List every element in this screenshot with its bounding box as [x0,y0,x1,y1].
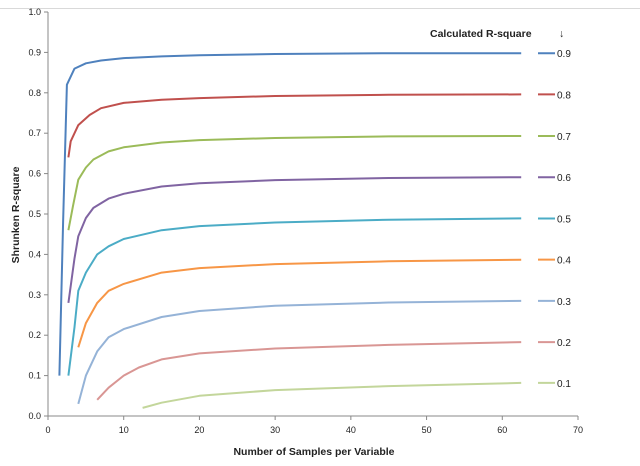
y-tick-label: 0.5 [28,209,41,219]
tick-labels: 0.0 0.1 0.2 0.3 0.4 0.5 0.6 0.7 0.8 0.9 1.0 0 10 20 30… [28,7,583,435]
series-line-0.3 [77,299,522,405]
y-tick-label: 1.0 [28,7,41,17]
series-line-0.5 [67,217,522,376]
series-line-0.2 [96,341,522,401]
x-tick-label: 40 [346,425,356,435]
legend-label-0.4: 0.4 [557,256,571,267]
x-axis-title: Number of Samples per Variable [233,446,394,458]
x-tick-label: 10 [119,425,129,435]
legend-label-0.2: 0.2 [557,338,571,349]
series-line-0.4 [77,258,522,348]
series-line-0.9 [58,52,522,376]
series-line-0.1 [142,381,522,409]
legend-label-0.5: 0.5 [557,214,571,225]
series-line-0.6 [67,176,522,304]
legend-label-0.6: 0.6 [557,173,571,184]
y-tick-label: 0.2 [28,330,41,340]
y-tick-label: 0.4 [28,249,41,259]
top-divider [0,8,640,9]
x-tick-label: 60 [497,425,507,435]
x-tick-label: 0 [45,425,50,435]
x-tick-label: 20 [194,425,204,435]
legend-title: Calculated R-square [430,28,532,40]
y-tick-label: 0.6 [28,169,41,179]
y-tick-label: 0.8 [28,88,41,98]
y-axis-title: Shrunken R-square [10,166,22,263]
y-tick-label: 0.3 [28,290,41,300]
legend-label-0.9: 0.9 [557,49,571,60]
y-tick-label: 0.0 [28,411,41,421]
legend-label-0.7: 0.7 [557,132,571,143]
y-tick-label: 0.1 [28,371,41,381]
chart-axes [44,11,579,420]
series-lines [58,52,522,409]
series-line-0.7 [67,135,522,231]
x-tick-label: 70 [573,425,583,435]
x-tick-label: 30 [270,425,280,435]
legend-arrow-icon: ↓ [559,28,564,40]
x-tick-label: 50 [422,425,432,435]
series-end-labels: 0.9 0.8 0.7 0.6 0.5 0.4 0.3 0.2 0.1 [538,49,571,390]
series-line-0.8 [67,93,522,158]
legend-label-0.8: 0.8 [557,90,571,101]
legend-label-0.1: 0.1 [557,379,571,390]
legend-label-0.3: 0.3 [557,297,571,308]
y-tick-label: 0.9 [28,47,41,57]
y-tick-label: 0.7 [28,128,41,138]
